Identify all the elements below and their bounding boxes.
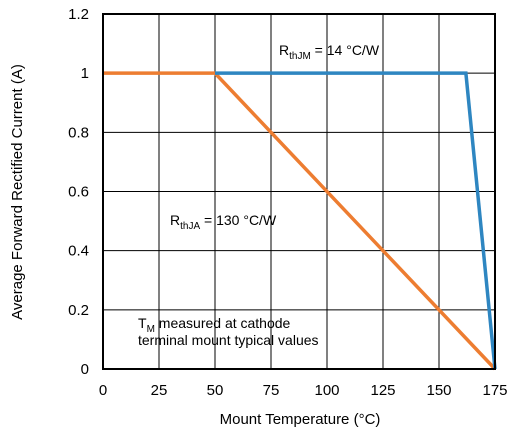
x-tick-label: 100	[314, 382, 339, 399]
y-tick-labels: 0 0.2 0.4 0.6 0.8 1 1.2	[68, 6, 89, 378]
x-axis-title: Mount Temperature (°C)	[220, 411, 381, 428]
y-tick-label: 0	[81, 361, 89, 378]
annotation-tm-line2: terminal mount typical values	[138, 332, 319, 348]
y-tick-label: 0.4	[68, 243, 89, 260]
x-tick-label: 75	[263, 382, 280, 399]
x-tick-label: 125	[370, 382, 395, 399]
y-tick-label: 0.2	[68, 302, 89, 319]
x-tick-label: 0	[99, 382, 107, 399]
series-line-2	[215, 71, 497, 370]
y-axis-title: Average Forward Rectified Current (A)	[9, 64, 26, 320]
x-tick-label: 50	[207, 382, 224, 399]
x-tick-label: 150	[426, 382, 451, 399]
annotation-rthja: RthJA = 130 °C/W	[170, 212, 277, 232]
series-layer	[103, 71, 497, 371]
annotation-tm-line1: TM measured at cathode	[138, 315, 291, 335]
x-tick-labels: 0 25 50 75 100 125 150 175	[99, 382, 508, 399]
annotation-rthjm: RthJM = 14 °C/W	[279, 42, 380, 62]
x-tick-label: 25	[151, 382, 168, 399]
y-tick-label: 0.8	[68, 124, 89, 141]
y-tick-label: 0.6	[68, 184, 89, 201]
x-tick-label: 175	[482, 382, 507, 399]
y-tick-label: 1.2	[68, 6, 89, 23]
y-tick-label: 1	[81, 65, 89, 82]
plot-frame	[102, 13, 496, 370]
